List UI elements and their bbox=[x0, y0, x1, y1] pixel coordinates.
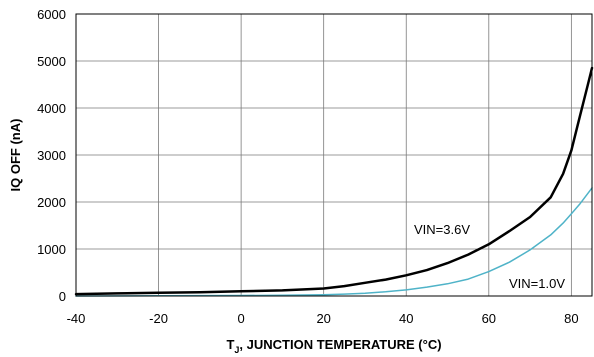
x-tick-label: 80 bbox=[564, 311, 578, 326]
plot-frame bbox=[75, 13, 593, 297]
series-label-vin10: VIN=1.0V bbox=[509, 276, 565, 291]
y-tick-label: 1000 bbox=[37, 242, 66, 257]
series-line-vin36 bbox=[74, 66, 594, 296]
y-tick-label: 6000 bbox=[37, 7, 66, 22]
series-label-vin36: VIN=3.6V bbox=[414, 222, 470, 237]
x-tick-label: 20 bbox=[316, 311, 330, 326]
x-axis-title-main: T bbox=[226, 337, 234, 352]
series-lines bbox=[74, 66, 594, 297]
x-axis-title-rest: , JUNCTION TEMPERATURE (°C) bbox=[239, 337, 441, 352]
y-tick-label: 3000 bbox=[37, 148, 66, 163]
y-tick-label: 0 bbox=[59, 289, 66, 304]
y-axis-title: IQ OFF (nA) bbox=[8, 119, 23, 192]
y-tick-label: 2000 bbox=[37, 195, 66, 210]
series-line-vin10 bbox=[75, 187, 593, 297]
x-axis-title: TJ, JUNCTION TEMPERATURE (°C) bbox=[226, 337, 441, 355]
y-tick-label: 4000 bbox=[37, 101, 66, 116]
y-tick-labels: 0 1000 2000 3000 4000 5000 6000 bbox=[37, 7, 66, 304]
x-tick-labels: -40 -20 0 20 40 60 80 bbox=[67, 311, 579, 326]
x-tick-label: 40 bbox=[399, 311, 413, 326]
x-axis-title-subscript: J bbox=[234, 345, 239, 355]
x-tick-label: 60 bbox=[482, 311, 496, 326]
y-tick-label: 5000 bbox=[37, 54, 66, 69]
x-tick-label: 0 bbox=[238, 311, 245, 326]
x-tick-label: -40 bbox=[67, 311, 86, 326]
x-tick-label: -20 bbox=[149, 311, 168, 326]
